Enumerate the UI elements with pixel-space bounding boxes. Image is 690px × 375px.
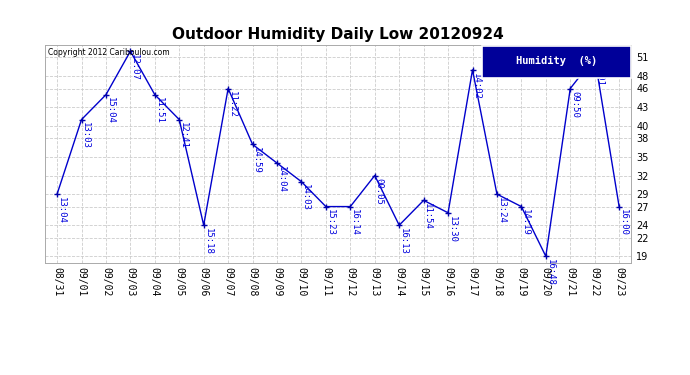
Text: Humidity  (%): Humidity (%)	[515, 56, 597, 66]
Text: 15:04: 15:04	[106, 98, 115, 124]
FancyBboxPatch shape	[482, 46, 631, 78]
Title: Outdoor Humidity Daily Low 20120924: Outdoor Humidity Daily Low 20120924	[172, 27, 504, 42]
Text: Copyright 2012 Cariboulou.com: Copyright 2012 Cariboulou.com	[48, 48, 170, 57]
Text: 14:02: 14:02	[472, 73, 481, 99]
Text: 15:18: 15:18	[204, 228, 213, 255]
Text: 16:00: 16:00	[619, 209, 628, 236]
Text: 14:19: 14:19	[521, 209, 530, 236]
Text: 13:24: 13:24	[497, 197, 506, 224]
Text: 16:48: 16:48	[546, 259, 555, 286]
Text: 14:59: 14:59	[253, 147, 262, 174]
Text: 16:14: 16:14	[350, 209, 359, 236]
Text: 00:05: 00:05	[375, 178, 384, 205]
Text: 13:04: 13:04	[57, 197, 66, 224]
Text: 09:50: 09:50	[570, 91, 579, 118]
Text: 14:03: 14:03	[301, 184, 310, 211]
Text: 11:54: 11:54	[423, 203, 433, 230]
Text: 12:07: 12:07	[130, 54, 139, 81]
Text: 15:23: 15:23	[326, 209, 335, 236]
Text: 14:04: 14:04	[277, 166, 286, 193]
Text: 16:13: 16:13	[399, 228, 408, 255]
Text: 11:22: 11:22	[228, 91, 237, 118]
Text: 12:41: 12:41	[179, 122, 188, 149]
Text: 16:01: 16:01	[594, 60, 603, 87]
Text: 13:03: 13:03	[81, 122, 90, 149]
Text: 13:30: 13:30	[448, 216, 457, 243]
Text: 11:51: 11:51	[155, 98, 164, 124]
